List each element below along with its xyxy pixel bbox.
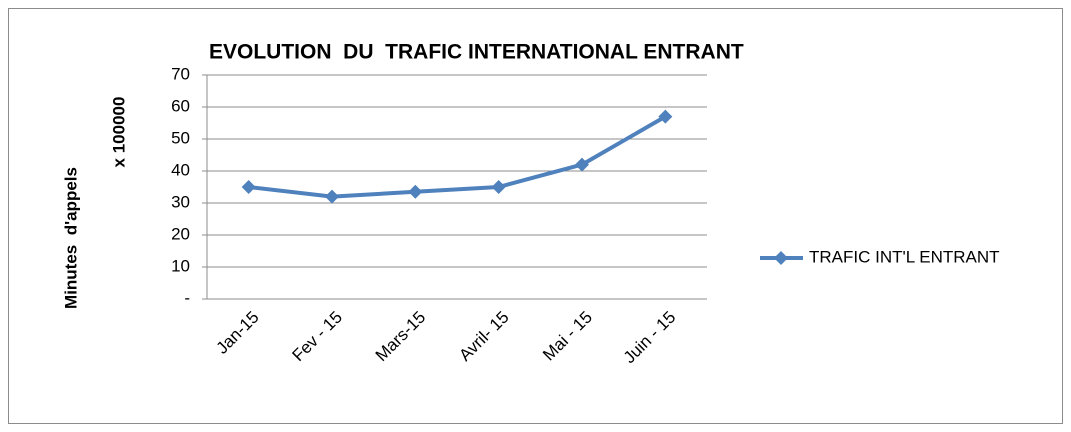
y-tick-label: 60 <box>171 96 190 115</box>
y-tick-label: - <box>184 288 190 307</box>
point-marker <box>325 189 339 204</box>
y-tick-label: 70 <box>171 64 190 83</box>
point-marker <box>408 184 423 199</box>
y-tick-label: 50 <box>171 128 190 147</box>
chart-title: EVOLUTION DU TRAFIC INTERNATIONAL ENTRAN… <box>209 41 744 64</box>
y-tick-label: 10 <box>171 256 190 275</box>
y-tick-label: 20 <box>171 224 190 243</box>
point-marker <box>575 157 589 172</box>
point-marker <box>491 180 506 194</box>
chart-frame <box>8 8 1063 424</box>
point-marker <box>658 109 673 124</box>
legend-label: TRAFIC INT'L ENTRANT <box>809 247 1000 266</box>
series-line <box>248 114 667 199</box>
y-axis-label: Minutes d'appels <box>61 167 80 309</box>
point-marker <box>241 180 256 194</box>
y-tick-label: 40 <box>171 160 190 179</box>
y-tick-label: 30 <box>171 192 190 211</box>
y-unit-label: x 100000 <box>109 97 128 168</box>
legend-marker <box>774 251 788 265</box>
